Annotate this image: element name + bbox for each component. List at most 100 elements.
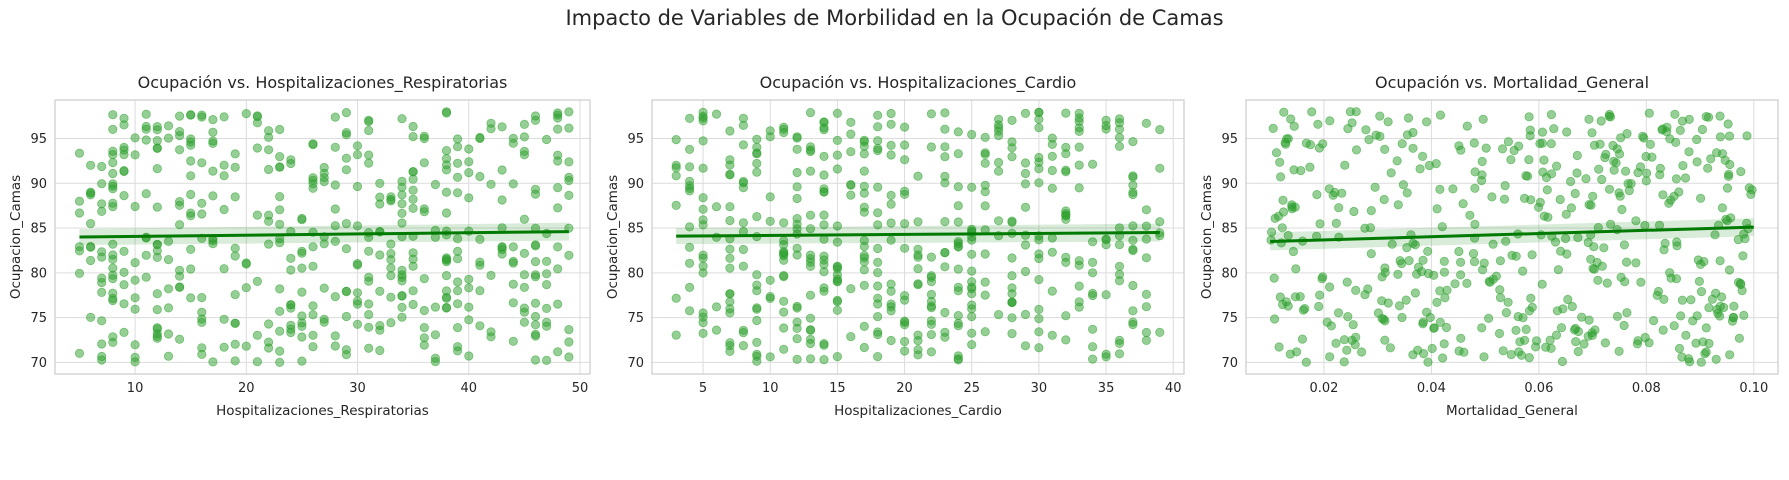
scatter-point	[1128, 180, 1138, 190]
scatter-point	[464, 351, 474, 361]
scatter-point	[1034, 235, 1044, 245]
scatter-point	[430, 353, 440, 363]
scatter-point	[553, 242, 563, 252]
scatter-point	[1726, 213, 1736, 223]
scatter-point	[725, 346, 735, 356]
scatter-point	[1624, 186, 1634, 196]
scatter-point	[913, 244, 923, 254]
scatter-point	[430, 330, 440, 340]
scatter-point	[913, 279, 923, 289]
scatter-point	[953, 286, 963, 296]
scatter-point	[1570, 188, 1580, 199]
scatter-point	[698, 204, 708, 214]
scatter-point	[1397, 139, 1407, 149]
scatter-point	[1703, 163, 1713, 173]
scatter-point	[1074, 142, 1084, 152]
scatter-point	[1454, 246, 1464, 257]
scatter-point	[1047, 139, 1057, 149]
scatter-point	[980, 201, 990, 211]
scatter-point	[765, 216, 775, 226]
scatter-point	[899, 336, 910, 347]
scatter-point	[553, 150, 563, 160]
scatter-point	[553, 299, 563, 309]
scatter-point	[967, 249, 977, 259]
scatter-point	[1047, 165, 1057, 176]
scatter-point	[1007, 217, 1017, 227]
scatter-point	[119, 327, 129, 337]
scatter-point	[1034, 123, 1044, 133]
scatter-point	[263, 319, 274, 329]
scatter-point	[1337, 188, 1347, 198]
scatter-point	[408, 121, 418, 132]
scatter-point	[1488, 274, 1498, 284]
scatter-point	[1722, 183, 1733, 193]
scatter-point	[1281, 297, 1291, 307]
scatter-point	[1377, 272, 1387, 282]
x-tick-label: 20	[238, 381, 255, 396]
scatter-point	[1410, 288, 1421, 298]
y-tick-label: 90	[627, 177, 644, 192]
scatter-point	[1387, 239, 1397, 249]
scatter-point	[1697, 124, 1708, 135]
scatter-point	[530, 241, 541, 251]
y-tick-label: 90	[30, 177, 47, 192]
scatter-point	[1556, 323, 1567, 333]
scatter-point	[330, 142, 340, 152]
scatter-point	[1074, 297, 1084, 307]
scatter-point	[1638, 131, 1648, 141]
scatter-point	[873, 281, 883, 291]
scatter-point	[475, 321, 485, 331]
scatter-point	[1402, 243, 1412, 253]
scatter-point	[805, 224, 816, 234]
scatter-point	[275, 162, 285, 172]
scatter-point	[993, 123, 1004, 133]
scatter-point	[1034, 164, 1044, 174]
scatter-point	[352, 319, 363, 329]
scatter-point	[1061, 149, 1071, 159]
scatter-point	[163, 255, 174, 265]
scatter-point	[297, 321, 307, 331]
scatter-point	[330, 341, 340, 351]
scatter-point	[1315, 219, 1325, 229]
scatter-point	[1566, 203, 1577, 213]
scatter-point	[1088, 237, 1098, 247]
scatter-point	[130, 340, 140, 350]
scatter-point	[1462, 121, 1472, 131]
scatter-point	[886, 306, 896, 316]
scatter-point	[1537, 279, 1547, 289]
scatter-point	[130, 133, 140, 143]
scatter-point	[1620, 277, 1630, 287]
scatter-point	[275, 346, 285, 356]
scatter-point	[1155, 217, 1165, 227]
scatter-point	[97, 339, 107, 349]
scatter-point	[330, 221, 340, 231]
y-tick-label: 85	[627, 222, 644, 237]
scatter-point	[1606, 219, 1616, 229]
scatter-point	[873, 267, 883, 278]
scatter-point	[1114, 240, 1125, 250]
scatter-point	[397, 272, 407, 282]
scatter-point	[953, 310, 963, 321]
scatter-point	[1351, 145, 1362, 155]
scatter-point	[1633, 168, 1643, 178]
scatter-point	[1577, 312, 1587, 322]
scatter-point	[1402, 188, 1412, 198]
scatter-point	[108, 124, 118, 134]
scatter-point	[1305, 162, 1315, 172]
scatter-point	[1737, 285, 1747, 296]
scatter-point	[980, 180, 990, 190]
scatter-point	[846, 147, 856, 157]
scatter-point	[419, 207, 429, 217]
scatter-point	[1477, 323, 1487, 333]
scatter-point	[530, 184, 541, 194]
scatter-point	[873, 136, 883, 146]
scatter-point	[752, 158, 762, 169]
scatter-point	[175, 131, 185, 141]
y-tick-label: 80	[627, 266, 644, 281]
scatter-point	[1297, 334, 1308, 344]
scatter-point	[564, 352, 574, 362]
scatter-point	[738, 261, 749, 271]
scatter-point	[899, 140, 910, 150]
scatter-point	[130, 275, 140, 285]
scatter-point	[464, 168, 474, 178]
